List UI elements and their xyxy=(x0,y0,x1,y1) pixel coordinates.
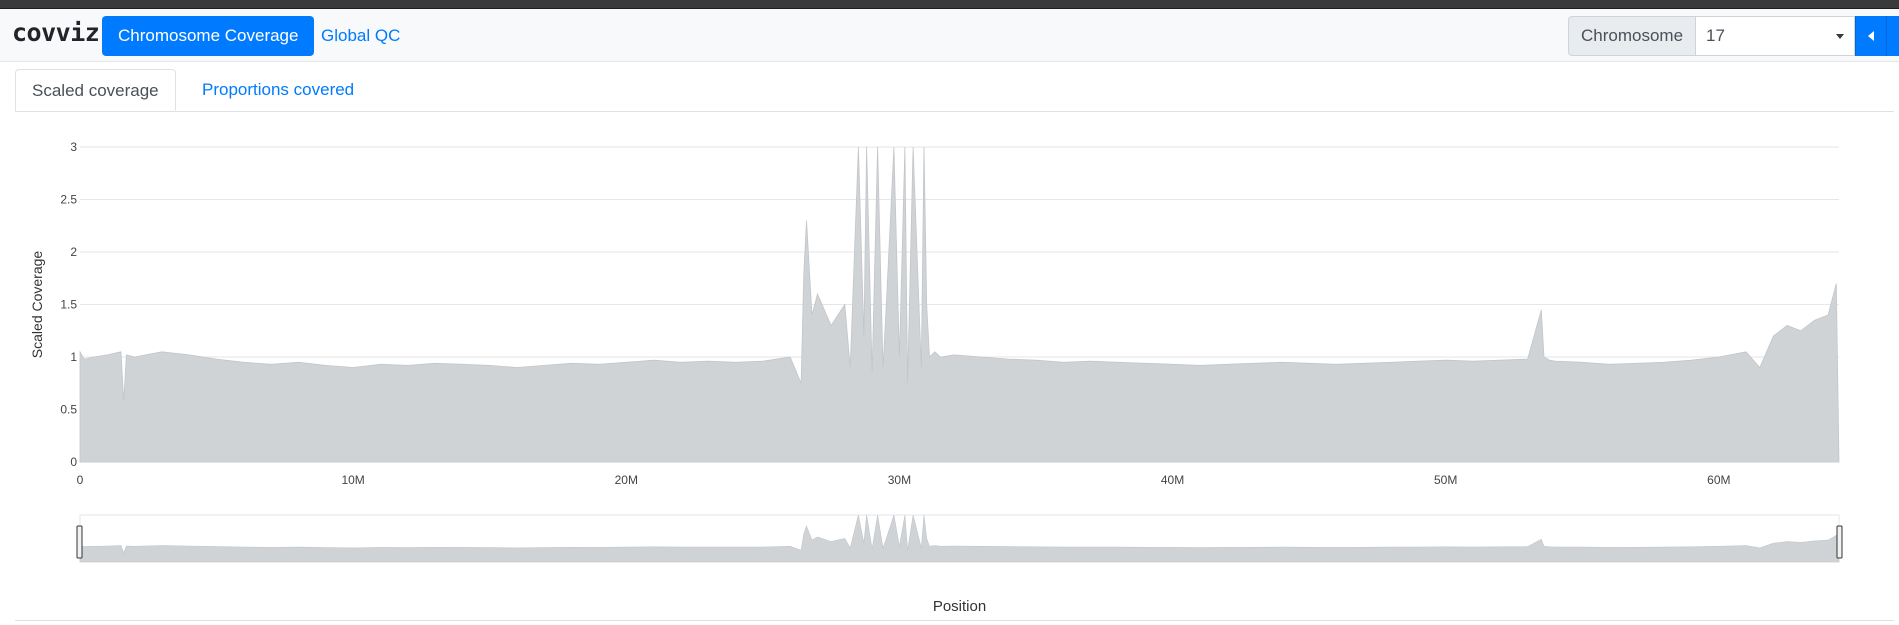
chart-axes: 0 0.5 1 1.5 2 2.5 3 0 10M 20M 30M 40M 50M 60M xyxy=(60,140,1730,487)
chromosome-select-value: 17 xyxy=(1706,26,1725,45)
next-chromosome-button[interactable] xyxy=(1886,16,1899,56)
range-slider-right-handle[interactable] xyxy=(1836,525,1843,559)
y-tick-label: 0 xyxy=(70,455,77,469)
browser-bookmarks-strip xyxy=(0,0,1899,9)
x-tick-label: 30M xyxy=(888,473,911,487)
coverage-area-layer xyxy=(79,146,1840,463)
nav-global-qc[interactable]: Global QC xyxy=(321,26,401,45)
chromosome-label: Chromosome xyxy=(1568,16,1697,56)
arrow-left-icon xyxy=(1868,31,1875,41)
chromosome-selector-group: Chromosome 17 xyxy=(1568,16,1899,56)
x-tick-label: 60M xyxy=(1707,473,1730,487)
brand-logo: covviz xyxy=(12,18,100,47)
range-slider-area xyxy=(79,514,1840,563)
coverage-chart[interactable]: 0 0.5 1 1.5 2 2.5 3 0 10M 20M 30M 40M 50M 60M Scaled … xyxy=(0,112,1899,620)
nav-chromosome-coverage[interactable]: Chromosome Coverage xyxy=(102,16,315,56)
tab-scaled-coverage[interactable]: Scaled coverage xyxy=(15,69,176,111)
y-tick-label: 0.5 xyxy=(60,403,77,417)
chromosome-select[interactable]: 17 xyxy=(1696,16,1856,56)
bottom-divider xyxy=(15,620,1894,621)
range-slider-left-handle[interactable] xyxy=(76,525,83,559)
navbar: covviz Chromosome Coverage Global QC Chr… xyxy=(0,9,1899,62)
y-tick-label: 2.5 xyxy=(60,193,77,207)
y-axis-label: Scaled Coverage xyxy=(29,251,45,359)
x-tick-label: 0 xyxy=(77,473,84,487)
y-tick-label: 1.5 xyxy=(60,298,77,312)
coverage-area xyxy=(79,146,1840,463)
x-tick-label: 20M xyxy=(615,473,638,487)
x-axis-label: Position xyxy=(933,598,986,615)
x-tick-label: 40M xyxy=(1161,473,1184,487)
y-tick-label: 2 xyxy=(70,245,77,259)
chart-tabs: Scaled coverage Proportions covered xyxy=(15,69,1894,112)
y-tick-label: 1 xyxy=(70,350,77,364)
caret-down-icon xyxy=(1836,34,1845,39)
y-tick-label: 3 xyxy=(70,140,77,154)
x-tick-label: 10M xyxy=(341,473,364,487)
x-tick-label: 50M xyxy=(1434,473,1457,487)
range-slider[interactable] xyxy=(76,514,1843,563)
previous-chromosome-button[interactable] xyxy=(1855,16,1887,56)
tab-proportions-covered[interactable]: Proportions covered xyxy=(202,80,355,99)
